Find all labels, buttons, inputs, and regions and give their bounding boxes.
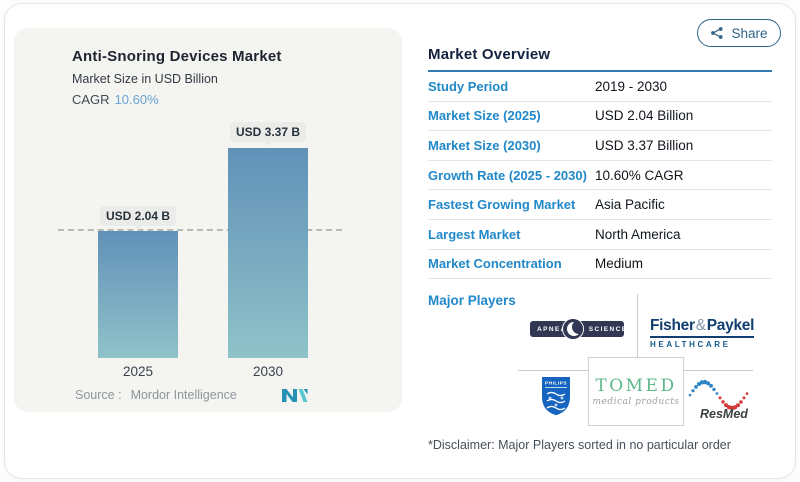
share-button-label: Share: [731, 25, 768, 41]
source-prefix: Source :: [75, 388, 122, 402]
resmed-wordmark: ResMed: [700, 407, 748, 420]
row-value: North America: [595, 226, 681, 242]
row-value: Medium: [595, 256, 644, 272]
table-row: Largest Market North America: [428, 220, 772, 250]
bar-value-label-2025: USD 2.04 B: [100, 206, 176, 226]
chart-cagr: CAGR 10.60%: [72, 92, 159, 107]
fp-paykel: Paykel: [706, 317, 755, 334]
row-label: Market Concentration: [428, 256, 562, 272]
tomed-tagline: medical products: [592, 397, 680, 407]
reference-dashed-line: [58, 229, 342, 231]
row-label: Fastest Growing Market: [428, 197, 576, 213]
bar-2030: [228, 148, 308, 358]
row-value: 10.60% CAGR: [595, 167, 684, 183]
x-axis-label-2030: 2030: [252, 364, 284, 379]
philips-wordmark: PHILIPS: [545, 381, 567, 387]
tomed-logo: TOMED medical products: [588, 357, 684, 426]
apnea-word-left: APNEA: [537, 325, 567, 333]
fisher-paykel-wordmark: Fisher&Paykel: [650, 317, 754, 338]
table-row: Market Concentration Medium: [428, 250, 772, 280]
row-value: USD 2.04 Billion: [595, 108, 694, 124]
row-label: Market Size (2025): [428, 108, 541, 124]
logo-grid-vertical-divider: [637, 294, 638, 357]
row-label: Market Size (2030): [428, 137, 541, 153]
share-icon: [710, 26, 724, 40]
table-row: Market Size (2025) USD 2.04 Billion: [428, 102, 772, 132]
table-row: Fastest Growing Market Asia Pacific: [428, 190, 772, 220]
overview-table: Study Period 2019 - 2030 Market Size (20…: [428, 72, 772, 280]
x-axis-label-2025: 2025: [122, 364, 154, 379]
cagr-label: CAGR: [72, 92, 110, 107]
philips-logo: PHILIPS: [541, 376, 571, 421]
chart-title: Anti-Snoring Devices Market: [72, 48, 282, 65]
row-label: Growth Rate (2025 - 2030): [428, 167, 587, 183]
row-value: USD 3.37 Billion: [595, 137, 694, 153]
overview-title-underline: [428, 70, 772, 72]
table-row: Study Period 2019 - 2030: [428, 72, 772, 102]
row-label: Largest Market: [428, 226, 521, 242]
tomed-wordmark: TOMED: [595, 376, 677, 396]
chart-subtitle: Market Size in USD Billion: [72, 72, 218, 86]
fp-fisher: Fisher: [650, 317, 695, 334]
fp-ampersand: &: [695, 317, 706, 334]
major-players-label: Major Players: [428, 293, 516, 308]
bar-value-label-2030: USD 3.37 B: [230, 122, 306, 142]
apnea-moon-icon: [562, 318, 584, 340]
table-row: Growth Rate (2025 - 2030) 10.60% CAGR: [428, 161, 772, 191]
apnea-sciences-logo: APNEA SCIENCES: [530, 318, 632, 340]
source-name: Mordor Intelligence: [130, 388, 237, 402]
source-attribution: Source : Mordor Intelligence: [75, 388, 237, 402]
cagr-value: 10.60%: [114, 92, 159, 107]
fisher-paykel-logo: Fisher&Paykel HEALTHCARE: [650, 317, 754, 349]
disclaimer-text: *Disclaimer: Major Players sorted in no …: [428, 438, 731, 452]
mordor-intelligence-logo-icon: [282, 386, 308, 409]
chart-panel: [14, 28, 402, 412]
row-label: Study Period: [428, 78, 509, 94]
apnea-word-right: SCIENCES: [588, 325, 634, 333]
share-button[interactable]: Share: [697, 19, 781, 47]
row-value: 2019 - 2030: [595, 78, 668, 94]
resmed-logo: ResMed: [686, 372, 750, 425]
overview-title: Market Overview: [428, 46, 551, 63]
table-row: Market Size (2030) USD 3.37 Billion: [428, 131, 772, 161]
row-value: Asia Pacific: [595, 197, 665, 213]
bar-2025: [98, 231, 178, 358]
fp-healthcare-label: HEALTHCARE: [650, 340, 731, 349]
